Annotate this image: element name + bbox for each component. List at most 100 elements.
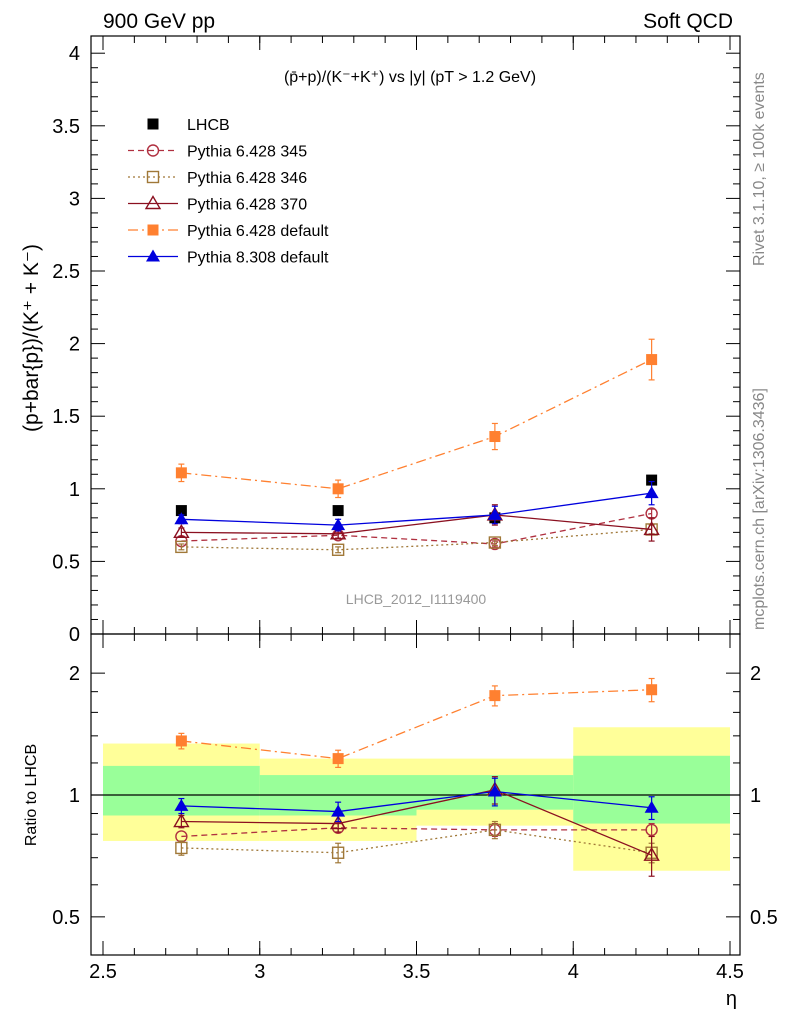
data-point — [489, 431, 501, 443]
main-plot-title: (p̄+p)/(K⁻+K⁺) vs |y| (pT > 1.2 GeV) — [284, 69, 536, 86]
series-line — [181, 512, 652, 545]
data-point — [329, 815, 347, 830]
data-point — [332, 505, 344, 517]
y-tick-label: 2.5 — [52, 261, 80, 283]
series-pythia-6-428-default — [175, 338, 658, 499]
legend-entry: Pythia 6.428 346 — [128, 170, 307, 187]
legend-label: LHCB — [187, 117, 230, 134]
legend-label: Pythia 8.308 default — [187, 250, 329, 267]
data-point — [175, 735, 187, 747]
legend-entry: Pythia 6.428 370 — [128, 195, 307, 214]
ratio-y-tick-label: 0.5 — [52, 907, 80, 929]
legend-label: Pythia 6.428 346 — [187, 170, 307, 187]
data-point — [331, 804, 346, 817]
legend-entry: LHCB — [147, 117, 230, 134]
y-tick-label: 3 — [69, 188, 80, 210]
y-tick-label: 1.5 — [52, 406, 80, 428]
series-pythia-6-428-default — [175, 677, 658, 768]
data-point — [332, 483, 344, 495]
data-point — [175, 540, 188, 554]
legend-marker — [146, 170, 160, 184]
data-point — [646, 474, 658, 486]
y-tick-label: 3.5 — [52, 116, 80, 138]
data-point — [487, 784, 502, 797]
series-pythia-6-428-370 — [173, 504, 660, 542]
header-left-label: 900 GeV pp — [103, 10, 215, 33]
legend-entry: Pythia 8.308 default — [128, 249, 329, 267]
legend-label: Pythia 6.428 default — [187, 223, 329, 240]
series-line — [181, 514, 652, 535]
data-point — [643, 846, 660, 861]
data-point — [332, 753, 344, 765]
y-tick-label: 0 — [69, 624, 80, 646]
legend-marker — [146, 144, 160, 157]
ratio-y-tick-label-right: 1 — [750, 785, 761, 807]
data-point — [173, 813, 190, 828]
legend-label: Pythia 6.428 370 — [187, 197, 307, 214]
data-point — [488, 823, 502, 837]
x-axis-label: η — [726, 988, 737, 1010]
ratio-y-tick-label: 2 — [69, 663, 80, 685]
series-line — [181, 689, 652, 760]
legend-entry: Pythia 6.428 default — [128, 223, 329, 240]
series-pythia-8-308-default — [174, 480, 659, 532]
series-line — [181, 358, 652, 490]
main-panel: 0 0.5 1 1.5 2 2.5 3 3.5 4 (p̄+p)/(K⁻+K⁺) vs |y| … — [20, 35, 741, 646]
data-point — [489, 690, 501, 702]
data-point — [644, 800, 659, 813]
y-tick-label: 1 — [69, 479, 80, 501]
ratio-y-tick-label-right: 0.5 — [750, 907, 778, 929]
series-line — [181, 492, 652, 526]
x-tick-label: 2.5 — [89, 961, 117, 983]
x-tick-label: 4 — [568, 961, 579, 983]
data-point — [174, 512, 189, 525]
legend-label: Pythia 6.428 345 — [187, 144, 307, 161]
series-line — [181, 827, 652, 838]
data-point — [331, 846, 345, 859]
data-point — [175, 841, 188, 855]
x-tick-label: 3.5 — [403, 961, 431, 983]
x-tick-label: 4.5 — [716, 961, 744, 983]
y-tick-label: 2 — [69, 334, 80, 356]
data-point — [644, 486, 659, 499]
data-point — [173, 523, 190, 539]
legend: LHCB Pythia 6.428 345 Pythia 6.428 346 Pyth… — [128, 117, 329, 267]
data-point — [175, 467, 187, 479]
data-point — [488, 536, 502, 549]
y-tick-label: 0.5 — [52, 551, 80, 573]
main-y-axis-label: (p+bar{p})/(K⁺ + K⁻) — [20, 244, 43, 432]
legend-marker — [147, 224, 159, 236]
ratio-y-tick-label: 1 — [69, 785, 80, 807]
data-point — [645, 823, 658, 837]
y-tick-label: 4 — [69, 43, 80, 65]
legend-marker — [146, 249, 160, 262]
series-pythia-6-428-345 — [175, 507, 658, 551]
data-point — [175, 505, 187, 517]
legend-marker — [147, 118, 159, 130]
series-line — [181, 829, 652, 854]
series-line — [181, 789, 652, 856]
ratio-y-tick-label-right: 2 — [750, 663, 761, 685]
data-point — [329, 525, 347, 540]
series-line — [181, 790, 652, 813]
analysis-id-watermark: LHCB_2012_I1119400 — [346, 591, 487, 607]
data-point — [643, 521, 660, 536]
ratio-y-axis-label: Ratio to LHCB — [23, 744, 40, 846]
data-point — [331, 518, 346, 531]
legend-entry: Pythia 6.428 345 — [128, 144, 307, 161]
data-point — [331, 543, 345, 556]
series-lhcb — [175, 474, 658, 524]
rivet-version-label: Rivet 3.1.10, ≥ 100k events — [751, 72, 768, 266]
mcplots-source-label: mcplots.cern.ch [arXiv:1306.3436] — [751, 388, 768, 630]
ratio-panel: 0.5 0.5 1 1 2 2 2.5 3 3.5 4 4.5 Ratio to LHCB η — [23, 633, 778, 1010]
x-tick-label: 3 — [254, 961, 265, 983]
data-point — [174, 798, 189, 811]
data-point — [646, 684, 658, 696]
data-point — [487, 507, 502, 520]
series-line — [181, 528, 652, 551]
legend-marker — [144, 195, 162, 210]
data-point — [646, 354, 658, 366]
series-pythia-8-308-default — [174, 777, 659, 823]
header-right-label: Soft QCD — [643, 10, 733, 33]
